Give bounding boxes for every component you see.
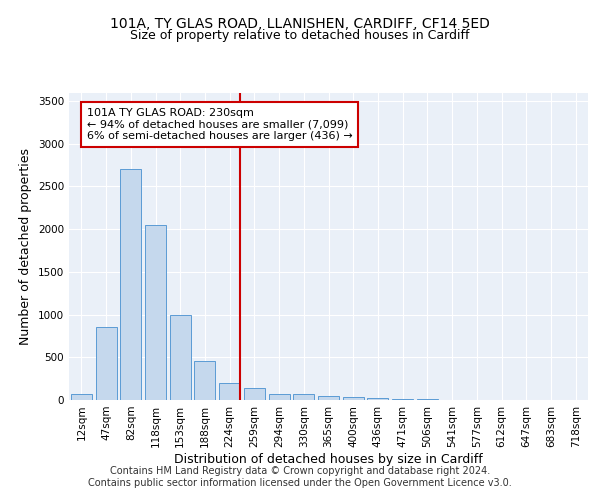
Bar — [95, 328, 116, 400]
Bar — [194, 360, 215, 400]
Bar — [170, 314, 191, 400]
Text: Size of property relative to detached houses in Cardiff: Size of property relative to detached ho… — [130, 29, 470, 42]
Bar — [71, 394, 92, 400]
Bar — [244, 388, 265, 400]
Text: 101A, TY GLAS ROAD, LLANISHEN, CARDIFF, CF14 5ED: 101A, TY GLAS ROAD, LLANISHEN, CARDIFF, … — [110, 18, 490, 32]
Bar — [343, 397, 364, 400]
Bar — [367, 398, 388, 400]
Bar — [318, 396, 339, 400]
Bar — [293, 394, 314, 400]
Y-axis label: Number of detached properties: Number of detached properties — [19, 148, 32, 345]
X-axis label: Distribution of detached houses by size in Cardiff: Distribution of detached houses by size … — [174, 452, 483, 466]
Bar — [219, 383, 240, 400]
Text: 101A TY GLAS ROAD: 230sqm
← 94% of detached houses are smaller (7,099)
6% of sem: 101A TY GLAS ROAD: 230sqm ← 94% of detac… — [87, 108, 353, 141]
Bar — [120, 170, 141, 400]
Text: Contains HM Land Registry data © Crown copyright and database right 2024.
Contai: Contains HM Land Registry data © Crown c… — [88, 466, 512, 487]
Bar — [269, 394, 290, 400]
Bar — [145, 225, 166, 400]
Bar — [392, 398, 413, 400]
